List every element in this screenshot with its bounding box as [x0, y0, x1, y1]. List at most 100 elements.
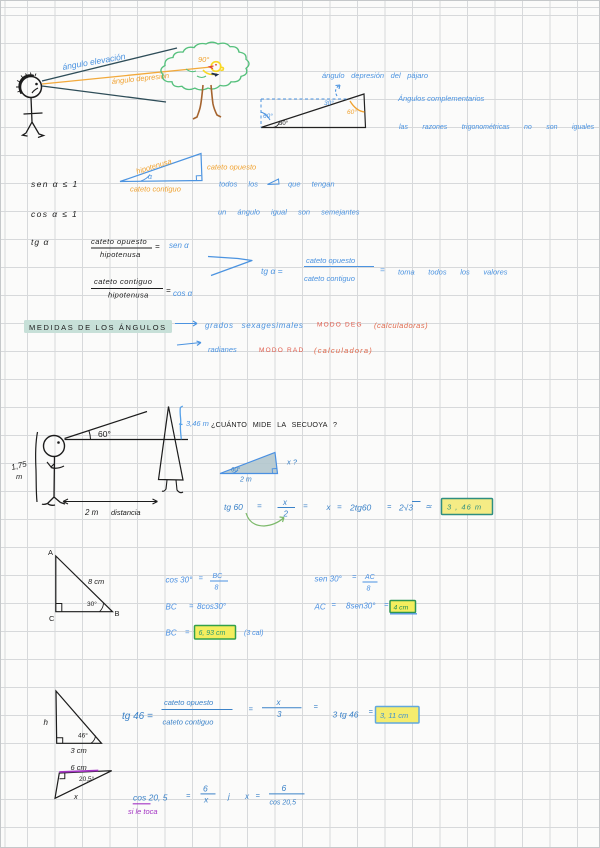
svg-text:cateto contiguo: cateto contiguo [130, 185, 181, 194]
svg-text:h: h [44, 718, 49, 727]
svg-text:3: 3 [277, 710, 282, 719]
svg-text:cos 20,5: cos 20,5 [270, 800, 297, 807]
svg-text:α: α [148, 174, 153, 181]
svg-text:tg 60: tg 60 [224, 502, 243, 512]
svg-text:2√3: 2√3 [398, 503, 413, 513]
svg-text:60°: 60° [98, 429, 111, 439]
svg-text:90°: 90° [198, 55, 209, 64]
svg-text:1,75: 1,75 [10, 459, 28, 472]
svg-text:radianes: radianes [208, 345, 237, 354]
svg-text:BC: BC [166, 603, 177, 612]
svg-text:tg α =: tg α = [261, 266, 283, 276]
svg-text:MEDIDAS DE LOS ÁNGULOS: MEDIDAS DE LOS ÁNGULOS [29, 323, 167, 332]
svg-text:¿CUÁNTO MIDE LA SECUOYA ?: ¿CUÁNTO MIDE LA SECUOYA ? [211, 420, 337, 429]
svg-text:=: = [155, 242, 160, 251]
svg-text:si le toca: si le toca [128, 807, 158, 816]
svg-text:cateto opuesto: cateto opuesto [164, 698, 213, 707]
svg-text:MODO RAD: MODO RAD [259, 347, 304, 354]
svg-text:=: = [199, 574, 204, 583]
svg-text:60°: 60° [231, 468, 241, 474]
svg-text:Ángulos complementarios: Ángulos complementarios [397, 94, 485, 103]
svg-text:distancia: distancia [111, 508, 141, 517]
svg-text:(calculadoras): (calculadoras) [374, 321, 428, 330]
svg-text:=: = [166, 286, 171, 295]
svg-text:toma todos los valores: toma todos los valores [398, 268, 508, 277]
svg-text:cateto contiguo: cateto contiguo [304, 274, 355, 283]
svg-text:todos los: todos los [219, 180, 258, 189]
svg-text:8: 8 [367, 586, 371, 593]
svg-text:2: 2 [283, 510, 289, 519]
svg-text:=: = [257, 502, 262, 511]
svg-text:2tg60: 2tg60 [349, 503, 372, 513]
svg-text:cateto opuesto: cateto opuesto [207, 163, 256, 172]
svg-text:cateto contiguo: cateto contiguo [163, 718, 214, 727]
svg-text:=: = [387, 502, 392, 511]
svg-text:3,46 m: 3,46 m [186, 419, 209, 428]
svg-text:3 , 46 m: 3 , 46 m [447, 503, 482, 512]
svg-text:=: = [256, 791, 261, 800]
svg-text:=: = [189, 602, 194, 611]
svg-text:60°: 60° [263, 112, 273, 120]
svg-text:x: x [244, 792, 250, 801]
svg-text:=: = [249, 705, 254, 714]
svg-text:m: m [16, 472, 22, 481]
svg-text:=: = [303, 502, 308, 511]
svg-text:cos α ≤ 1: cos α ≤ 1 [31, 209, 78, 219]
svg-text:BC: BC [166, 629, 177, 638]
svg-text:(calculadora): (calculadora) [314, 346, 373, 355]
svg-text:x: x [326, 503, 332, 512]
svg-text:cos α: cos α [173, 289, 193, 298]
svg-text:30°: 30° [279, 121, 289, 127]
svg-text:que tengan: que tengan [288, 180, 335, 189]
svg-text:30°: 30° [87, 600, 97, 608]
svg-text:sen α: sen α [169, 241, 189, 250]
svg-text:ángulo depresión: ángulo depresión [111, 71, 169, 86]
svg-text:=: = [332, 600, 337, 609]
svg-text:=: = [337, 503, 342, 512]
svg-text:=: = [185, 628, 190, 637]
svg-text:6: 6 [282, 783, 287, 793]
svg-text:A: A [48, 548, 53, 557]
svg-text:hipotenusa: hipotenusa [108, 291, 149, 300]
svg-text:46°: 46° [78, 732, 88, 740]
svg-text:hipotenusa: hipotenusa [100, 250, 141, 259]
svg-text:C: C [49, 614, 55, 623]
svg-text:8cos30°: 8cos30° [197, 602, 227, 611]
svg-text:AC: AC [364, 574, 376, 581]
svg-text:cateto contiguo: cateto contiguo [94, 277, 152, 286]
svg-text:B: B [115, 609, 120, 618]
svg-text:6, 93 cm: 6, 93 cm [199, 630, 226, 637]
svg-text:cos 30°: cos 30° [166, 576, 194, 585]
svg-text:MODO DEG: MODO DEG [317, 322, 363, 329]
svg-text:6: 6 [203, 784, 208, 794]
svg-text:x: x [203, 795, 209, 805]
svg-text:8: 8 [215, 585, 219, 592]
svg-text:3 tg 46: 3 tg 46 [333, 710, 359, 720]
svg-text:x: x [276, 698, 282, 707]
svg-text:sen α ≤ 1: sen α ≤ 1 [31, 179, 79, 189]
svg-text:4 cm: 4 cm [394, 605, 409, 612]
svg-text:tg α: tg α [31, 237, 49, 247]
svg-text:60°: 60° [347, 108, 357, 116]
svg-text:ángulo depresión del pájaro: ángulo depresión del pájaro [322, 71, 428, 80]
svg-text:3 cm: 3 cm [71, 746, 87, 755]
svg-text:tg 46 =: tg 46 = [122, 711, 153, 722]
svg-text:BC: BC [213, 573, 224, 580]
svg-text:las razones trigonométricas no: las razones trigonométricas no son igual… [399, 124, 595, 131]
svg-text:=: = [380, 266, 385, 275]
svg-text:6 cm: 6 cm [71, 763, 87, 772]
svg-text:=: = [369, 707, 374, 716]
svg-text:cos 20, 5: cos 20, 5 [133, 793, 168, 803]
svg-text:30°: 30° [324, 99, 334, 107]
svg-text:AC: AC [314, 603, 326, 612]
svg-text:8sen30°: 8sen30° [346, 602, 376, 611]
svg-text:=: = [384, 600, 389, 609]
svg-text:sen 30°: sen 30° [315, 575, 343, 584]
svg-text:j: j [227, 792, 230, 801]
svg-text:3, 11 cm: 3, 11 cm [380, 711, 408, 720]
svg-text:cateto opuesto: cateto opuesto [306, 256, 355, 265]
svg-text:20,5°: 20,5° [79, 775, 95, 783]
svg-text:un ángulo igual son semejantes: un ángulo igual son semejantes [218, 208, 360, 217]
svg-text:2 m: 2 m [84, 508, 99, 517]
svg-text:x: x [282, 498, 288, 507]
